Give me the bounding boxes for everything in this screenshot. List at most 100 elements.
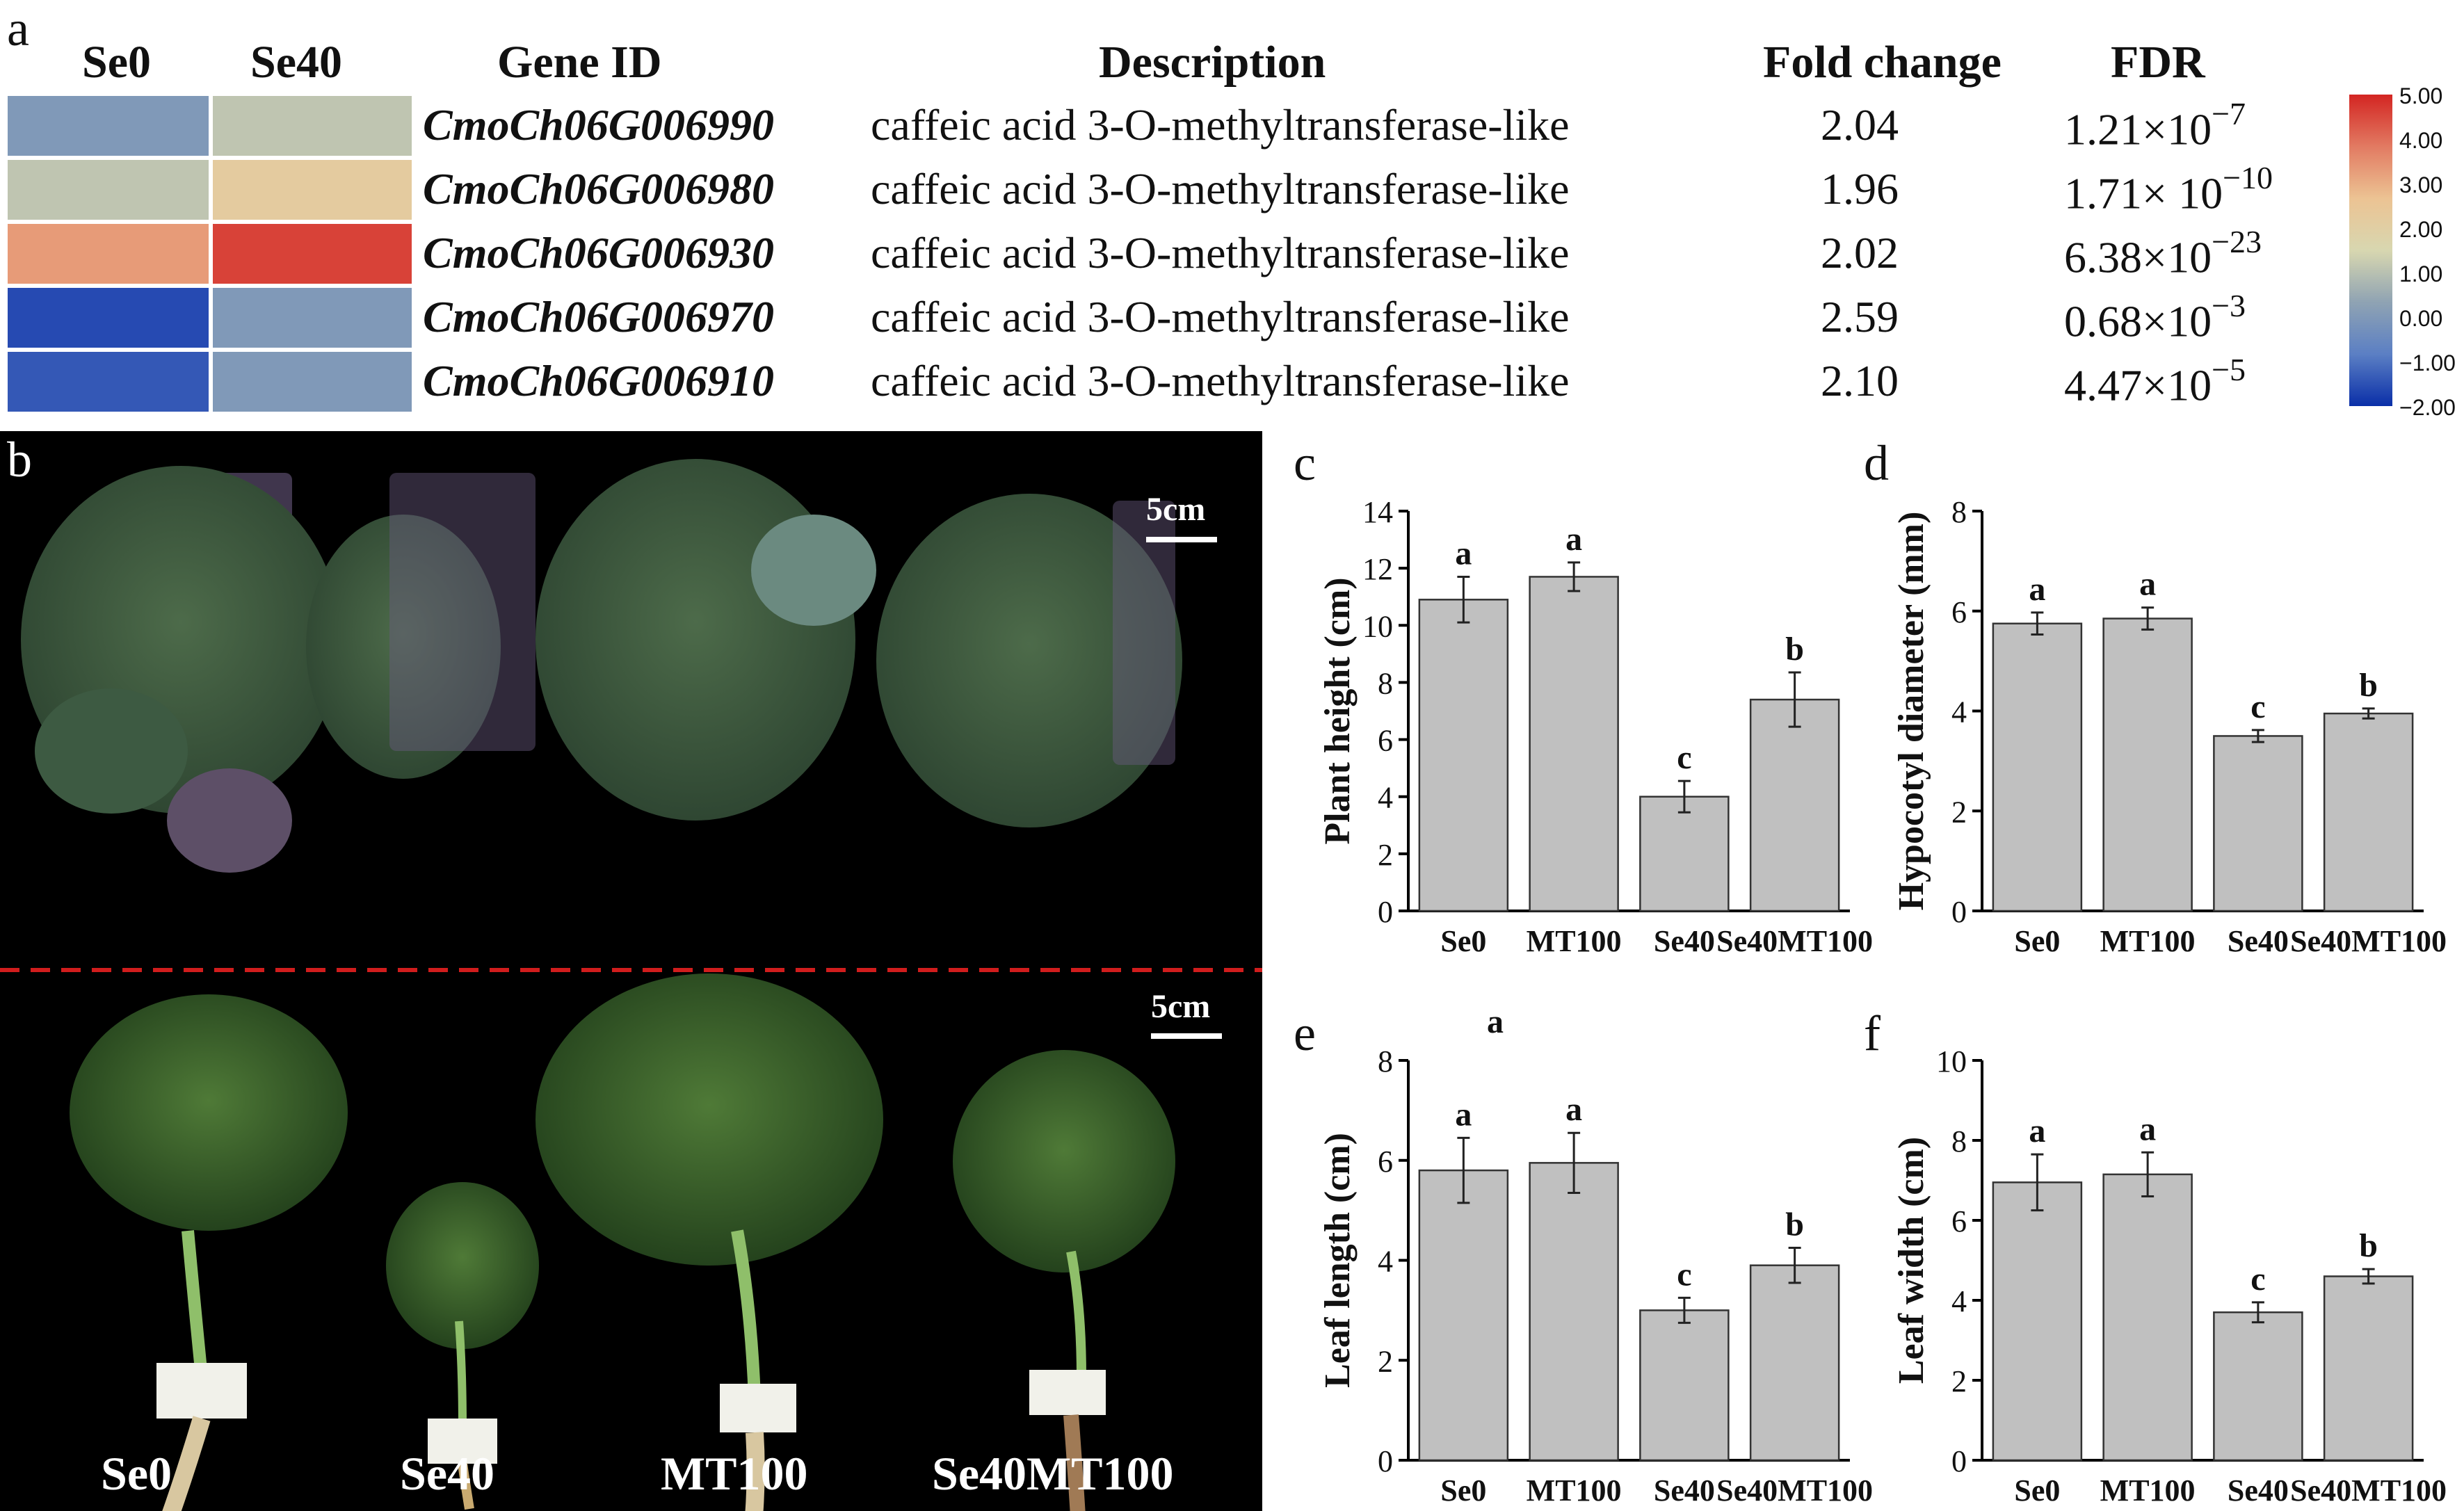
colorbar-tick-label: 5.00 xyxy=(2399,83,2443,108)
significance-letter: a xyxy=(2029,571,2045,608)
header-description: Description xyxy=(1099,37,1326,88)
y-tick-label: 8 xyxy=(1378,1044,1393,1078)
header-fdr: FDR xyxy=(2111,37,2205,88)
y-tick-label: 6 xyxy=(1951,1204,1967,1238)
bar-se0 xyxy=(1418,599,1509,912)
x-tick-label: Se40MT100 xyxy=(1716,924,1873,958)
plant-photo-illustration xyxy=(0,459,1262,1511)
panel-c-letter: c xyxy=(1294,435,1316,491)
x-tick-label: Se40 xyxy=(1654,924,1715,958)
y-tick-label: 10 xyxy=(1362,609,1393,643)
fold-change-value: 2.59 xyxy=(1821,292,1899,341)
bar-se0 xyxy=(1418,1169,1509,1462)
fdr-value: 4.47×10−5 xyxy=(2064,352,2246,411)
y-tick-label: 12 xyxy=(1362,552,1393,586)
photo-label-se40mt100: Se40MT100 xyxy=(932,1447,1174,1500)
y-tick-label: 0 xyxy=(1378,1444,1393,1478)
y-tick-label: 0 xyxy=(1951,895,1967,929)
photo-label-mt100: MT100 xyxy=(661,1447,808,1500)
gene-description: caffeic acid 3-O-methyltransferase-like xyxy=(871,164,1570,213)
y-tick-label: 4 xyxy=(1951,695,1967,729)
fdr-base: 4.47×10 xyxy=(2064,360,2212,410)
header-se0: Se0 xyxy=(82,37,151,88)
significance-letter: b xyxy=(1785,631,1804,668)
fdr-value: 1.21×10−7 xyxy=(2064,96,2246,155)
plant-photo-panel: b 5cm 5cm Se0 Se40 MT100 Se40MT100 xyxy=(0,431,1262,1511)
scale-label-bottom: 5cm xyxy=(1151,988,1211,1025)
x-tick-label: Se0 xyxy=(1440,1473,1486,1508)
gene-id: CmoCh06G006930 xyxy=(423,228,774,277)
gene-id: CmoCh06G006980 xyxy=(423,164,774,213)
bar-se0 xyxy=(1992,1181,2083,1462)
colorbar-tick-label: 3.00 xyxy=(2399,172,2443,197)
panel-b-letter: b xyxy=(7,432,32,487)
y-tick-label: 0 xyxy=(1951,1444,1967,1478)
y-axis-label: Leaf length (cm) xyxy=(1318,1133,1358,1388)
fold-change-value: 1.96 xyxy=(1821,164,1899,213)
scale-label-top: 5cm xyxy=(1146,491,1206,528)
significance-letter: b xyxy=(1785,1206,1804,1243)
x-tick-label: Se40MT100 xyxy=(2290,924,2447,958)
y-tick-label: 0 xyxy=(1378,895,1393,929)
heatmap-cell-se40 xyxy=(211,222,414,286)
heatmap-cell-se0 xyxy=(6,158,211,222)
panel-f-letter: f xyxy=(1864,1005,1881,1061)
fold-change-value: 2.04 xyxy=(1821,100,1899,150)
photo-label-se40: Se40 xyxy=(400,1447,494,1500)
x-tick-label: Se0 xyxy=(1440,924,1486,958)
y-tick-label: 10 xyxy=(1936,1044,1967,1078)
x-tick-label: Se40 xyxy=(2228,1473,2289,1508)
gene-id: CmoCh06G006970 xyxy=(423,292,774,341)
y-axis-label: Leaf width (cm) xyxy=(1892,1137,1931,1384)
gene-id: CmoCh06G006910 xyxy=(423,356,774,405)
y-tick-label: 2 xyxy=(1378,838,1393,872)
panel-e-letter: e xyxy=(1294,1005,1316,1061)
significance-letter: c xyxy=(1677,1256,1691,1293)
header-se40: Se40 xyxy=(250,37,342,88)
y-tick-label: 6 xyxy=(1378,1145,1393,1179)
fdr-exponent: −10 xyxy=(2223,160,2273,195)
fdr-exponent: −5 xyxy=(2212,352,2246,387)
bar-mt100 xyxy=(2102,617,2193,912)
x-tick-label: Se40MT100 xyxy=(2290,1473,2447,1508)
significance-letter: a xyxy=(1565,521,1582,558)
fdr-exponent: −3 xyxy=(2212,288,2246,323)
y-tick-label: 2 xyxy=(1951,1364,1967,1398)
x-tick-label: Se0 xyxy=(2014,1473,2060,1508)
significance-letter: a xyxy=(2139,1110,2156,1147)
bar-se40 xyxy=(2213,1311,2303,1462)
significance-letter: b xyxy=(2359,667,2378,704)
significance-letter: a xyxy=(2139,566,2156,603)
colorbar-tick-label: 2.00 xyxy=(2399,217,2443,242)
fdr-exponent: −23 xyxy=(2212,224,2262,259)
scale-bar-top xyxy=(1146,537,1217,542)
bar-se40 xyxy=(1639,1309,1730,1462)
significance-letter: a xyxy=(1455,1096,1472,1133)
gene-description: caffeic acid 3-O-methyltransferase-like xyxy=(871,356,1570,405)
significance-letter: a xyxy=(1565,1091,1582,1128)
y-tick-label: 14 xyxy=(1362,495,1393,529)
y-tick-label: 6 xyxy=(1378,724,1393,758)
bar-se40mt100 xyxy=(1749,1264,1840,1462)
header-fold-change: Fold change xyxy=(1763,37,2002,88)
gene-description: caffeic acid 3-O-methyltransferase-like xyxy=(871,100,1570,150)
heatmap-cell-se40 xyxy=(211,158,414,222)
x-tick-label: Se40 xyxy=(1654,1473,1715,1508)
fdr-value: 0.68×10−3 xyxy=(2064,288,2246,347)
colorbar xyxy=(2349,95,2392,406)
gene-description: caffeic acid 3-O-methyltransferase-like xyxy=(871,228,1570,277)
fdr-base: 1.71× 10 xyxy=(2064,168,2223,218)
colorbar-tick-label: 0.00 xyxy=(2399,306,2443,331)
colorbar-tick-label: 1.00 xyxy=(2399,261,2443,286)
panel-a-letter: a xyxy=(7,1,29,56)
significance-letter: a xyxy=(1455,535,1472,572)
fdr-base: 0.68×10 xyxy=(2064,296,2212,346)
photo-label-se0: Se0 xyxy=(101,1447,172,1500)
bar-se40mt100 xyxy=(2323,1275,2414,1462)
significance-letter: c xyxy=(2250,688,2265,725)
fold-change-value: 2.02 xyxy=(1821,228,1899,277)
gene-id: CmoCh06G006990 xyxy=(423,100,774,150)
heatmap-cell-se0 xyxy=(6,94,211,158)
panel-d-letter: d xyxy=(1864,435,1889,491)
x-tick-label: MT100 xyxy=(1527,924,1622,958)
